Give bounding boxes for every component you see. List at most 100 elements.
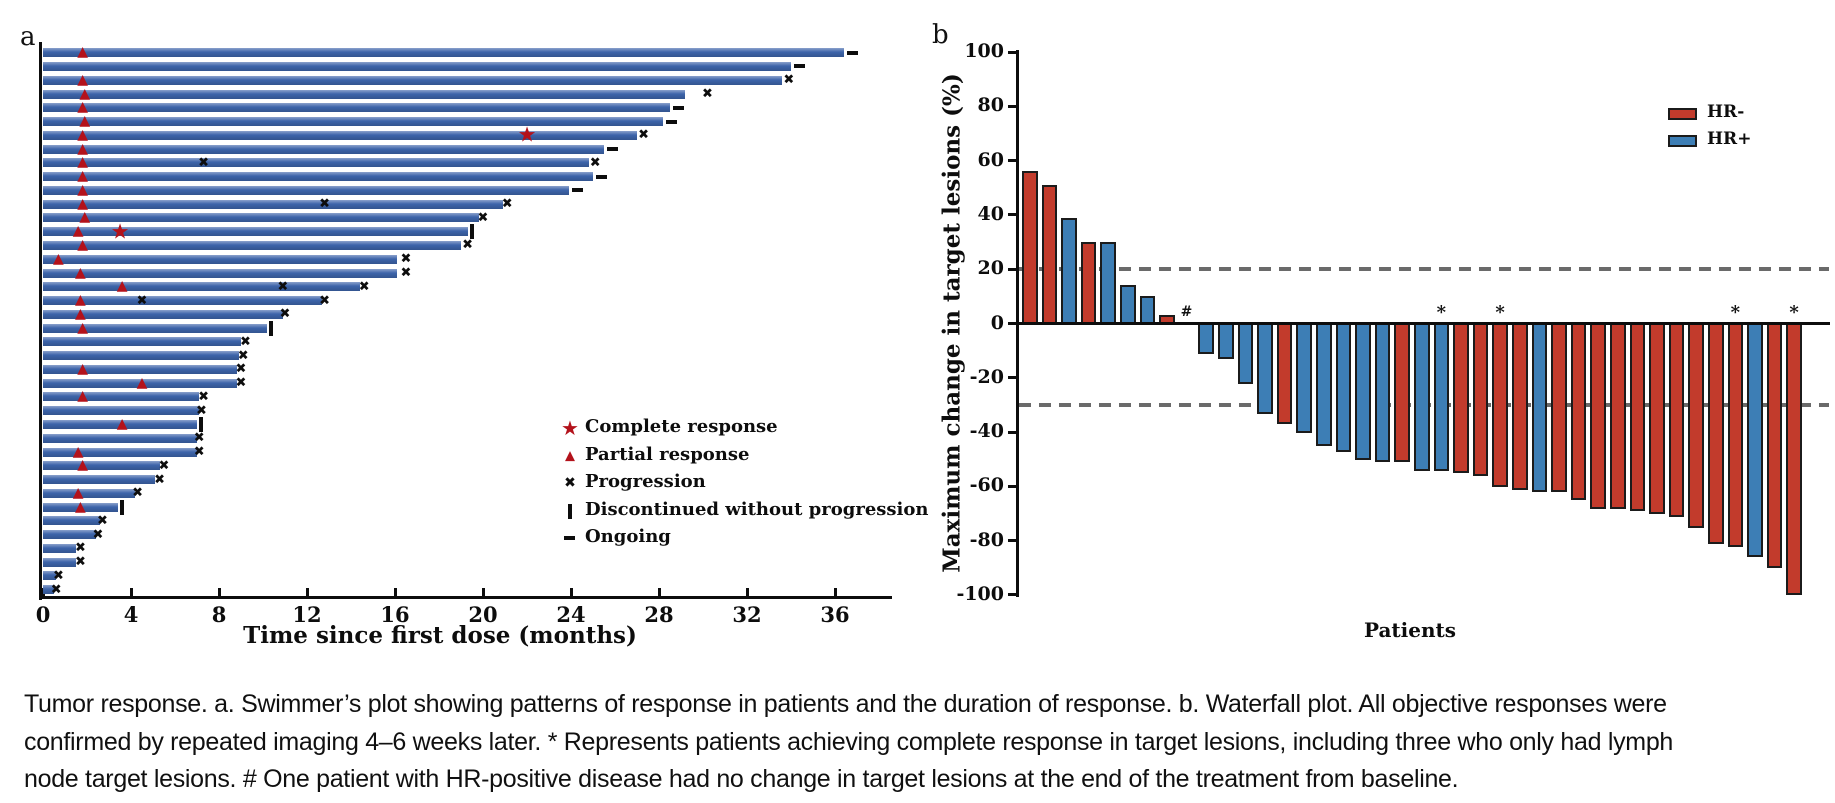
progression-icon: ✖ [235, 361, 247, 377]
partial-response-icon: ▲ [79, 113, 91, 130]
swimmer-bar [43, 103, 670, 113]
progression-icon: ✖ [358, 279, 370, 295]
progression-icon: ✖ [638, 127, 650, 143]
waterfall-bar-hrneg [1766, 322, 1783, 569]
swimmer-bar [43, 199, 503, 209]
waterfall-bar-hrpos [1257, 322, 1273, 414]
partial-response-icon: ▲ [53, 250, 64, 267]
waterfall-bar-hrneg [1394, 322, 1410, 463]
legend-item-label: Ongoing [585, 526, 671, 547]
waterfall-y-tick [1008, 539, 1016, 543]
progression-icon: ✖ [195, 403, 207, 419]
swimmer-x-tick [657, 588, 661, 597]
swimmer-x-tick [745, 588, 749, 597]
legend-item-label: Progression [585, 471, 706, 492]
waterfall-y-tick [1008, 322, 1016, 325]
progression-icon: ✖ [193, 444, 205, 460]
swimmer-bar [43, 323, 268, 333]
waterfall-y-tick [1008, 430, 1016, 434]
swimmer-x-tick [481, 588, 485, 597]
progression-icon: ✖ [50, 582, 62, 598]
waterfall-bar-hrpos [1747, 322, 1763, 558]
reference-line-20 [1019, 267, 1829, 272]
swimmer-bar [43, 392, 200, 402]
legend-partial-response-icon: ▲ [565, 448, 575, 463]
partial-response-icon: ▲ [77, 140, 88, 157]
partial-response-icon: ▲ [75, 264, 86, 281]
swimmer-bar [43, 185, 569, 195]
swimmer-bar [43, 543, 76, 553]
swimmer-bar [43, 488, 136, 498]
partial-response-icon: ▲ [77, 388, 88, 405]
swimmer-bar [43, 89, 686, 99]
progression-icon: ✖ [701, 86, 713, 102]
waterfall-bar-hrneg [1649, 322, 1665, 514]
swimmer-x-tick-label: 4 [123, 602, 139, 627]
swimmer-bar [43, 61, 791, 71]
legend-item-label: Complete response [585, 416, 778, 437]
progression-icon: ✖ [136, 293, 148, 309]
progression-icon: ✖ [279, 306, 291, 322]
partial-response-icon: ▲ [136, 374, 148, 391]
partial-response-icon: ▲ [77, 236, 88, 253]
partial-response-icon: ▲ [75, 498, 86, 515]
caption-line: confirmed by repeated imaging 4–6 weeks … [24, 727, 1674, 756]
swimmer-bar [43, 419, 197, 429]
partial-response-icon: ▲ [77, 154, 88, 171]
partial-response-icon: ▲ [75, 305, 86, 322]
waterfall-y-tick-label: 20 [977, 257, 1004, 280]
partial-response-icon: ▲ [75, 292, 86, 309]
complete-response-asterisk: * [1730, 302, 1741, 323]
swimmer-x-tick [217, 588, 221, 597]
waterfall-y-tick [1008, 50, 1016, 54]
waterfall-bar-hrneg [1472, 322, 1489, 476]
progression-icon: ✖ [154, 472, 166, 488]
swimmer-x-tick [129, 588, 133, 597]
swimmer-bar [43, 48, 844, 58]
swimmer-bar [43, 240, 461, 250]
waterfall-bar-hrpos [1218, 322, 1234, 360]
swimmer-bar [43, 475, 156, 485]
ongoing-icon [673, 105, 684, 110]
progression-icon: ✖ [158, 458, 170, 474]
waterfall-bar-hrneg [1668, 322, 1685, 517]
swimmer-x-tick-label: 8 [211, 602, 227, 627]
waterfall-bar-hrpos [1296, 322, 1312, 433]
waterfall-bar-hrpos [1335, 322, 1352, 452]
waterfall-y-tick-label: 40 [977, 202, 1004, 225]
waterfall-y-axis [1016, 50, 1019, 597]
swimmer-x-tick-label: 12 [292, 602, 322, 627]
waterfall-plot-panel: b Maximum change in target lesions (%) 1… [930, 18, 1835, 678]
waterfall-y-tick [1008, 267, 1016, 271]
swimmer-x-axis-title: Time since first dose (months) [243, 622, 637, 649]
swimmer-plot-area: 0 4 8 12 16 20 24 28 32 36 ▲ ▲ ✖ ▲ ✖ ▲ ▲ ▲ ★ ✖ ▲ ▲ ✖ ✖ ▲ ▲ ▲ ✖ ✖ ▲ ✖ ▲ ★… [0, 0, 930, 660]
waterfall-bar-hrneg [1590, 322, 1606, 509]
swimmer-bar [43, 296, 323, 306]
complete-response-asterisk: * [1495, 302, 1505, 323]
figure-caption: Tumor response. a. Swimmer’s plot showin… [24, 686, 1824, 799]
swimmer-bar [43, 351, 239, 361]
progression-icon: ✖ [74, 540, 86, 556]
waterfall-bar-hrneg [1551, 322, 1567, 493]
waterfall-x-axis-title: Patients [1363, 618, 1457, 642]
swimmer-x-tick-label: 32 [732, 602, 762, 627]
swimmer-bar [43, 268, 398, 278]
swimmer-bar [43, 117, 664, 127]
partial-response-icon: ▲ [77, 195, 88, 212]
ongoing-icon [666, 119, 678, 124]
waterfall-bar-hrpos [1316, 322, 1332, 447]
swimmer-bar [43, 378, 237, 388]
waterfall-y-tick [1008, 159, 1016, 163]
progression-icon: ✖ [239, 334, 251, 350]
complete-response-asterisk: * [1789, 302, 1799, 323]
progression-icon: ✖ [589, 155, 601, 171]
panel-b-label: b [932, 20, 949, 50]
legend-swatch-hr-negative [1668, 108, 1697, 120]
waterfall-bar-hrneg [1492, 322, 1508, 487]
legend-discontinued-icon [568, 503, 572, 519]
waterfall-y-tick-label: -40 [969, 420, 1004, 443]
swimmer-x-tick-label: 28 [644, 602, 674, 627]
progression-icon: ✖ [92, 527, 104, 543]
ongoing-icon [846, 50, 858, 55]
complete-response-asterisk: * [1436, 302, 1447, 323]
